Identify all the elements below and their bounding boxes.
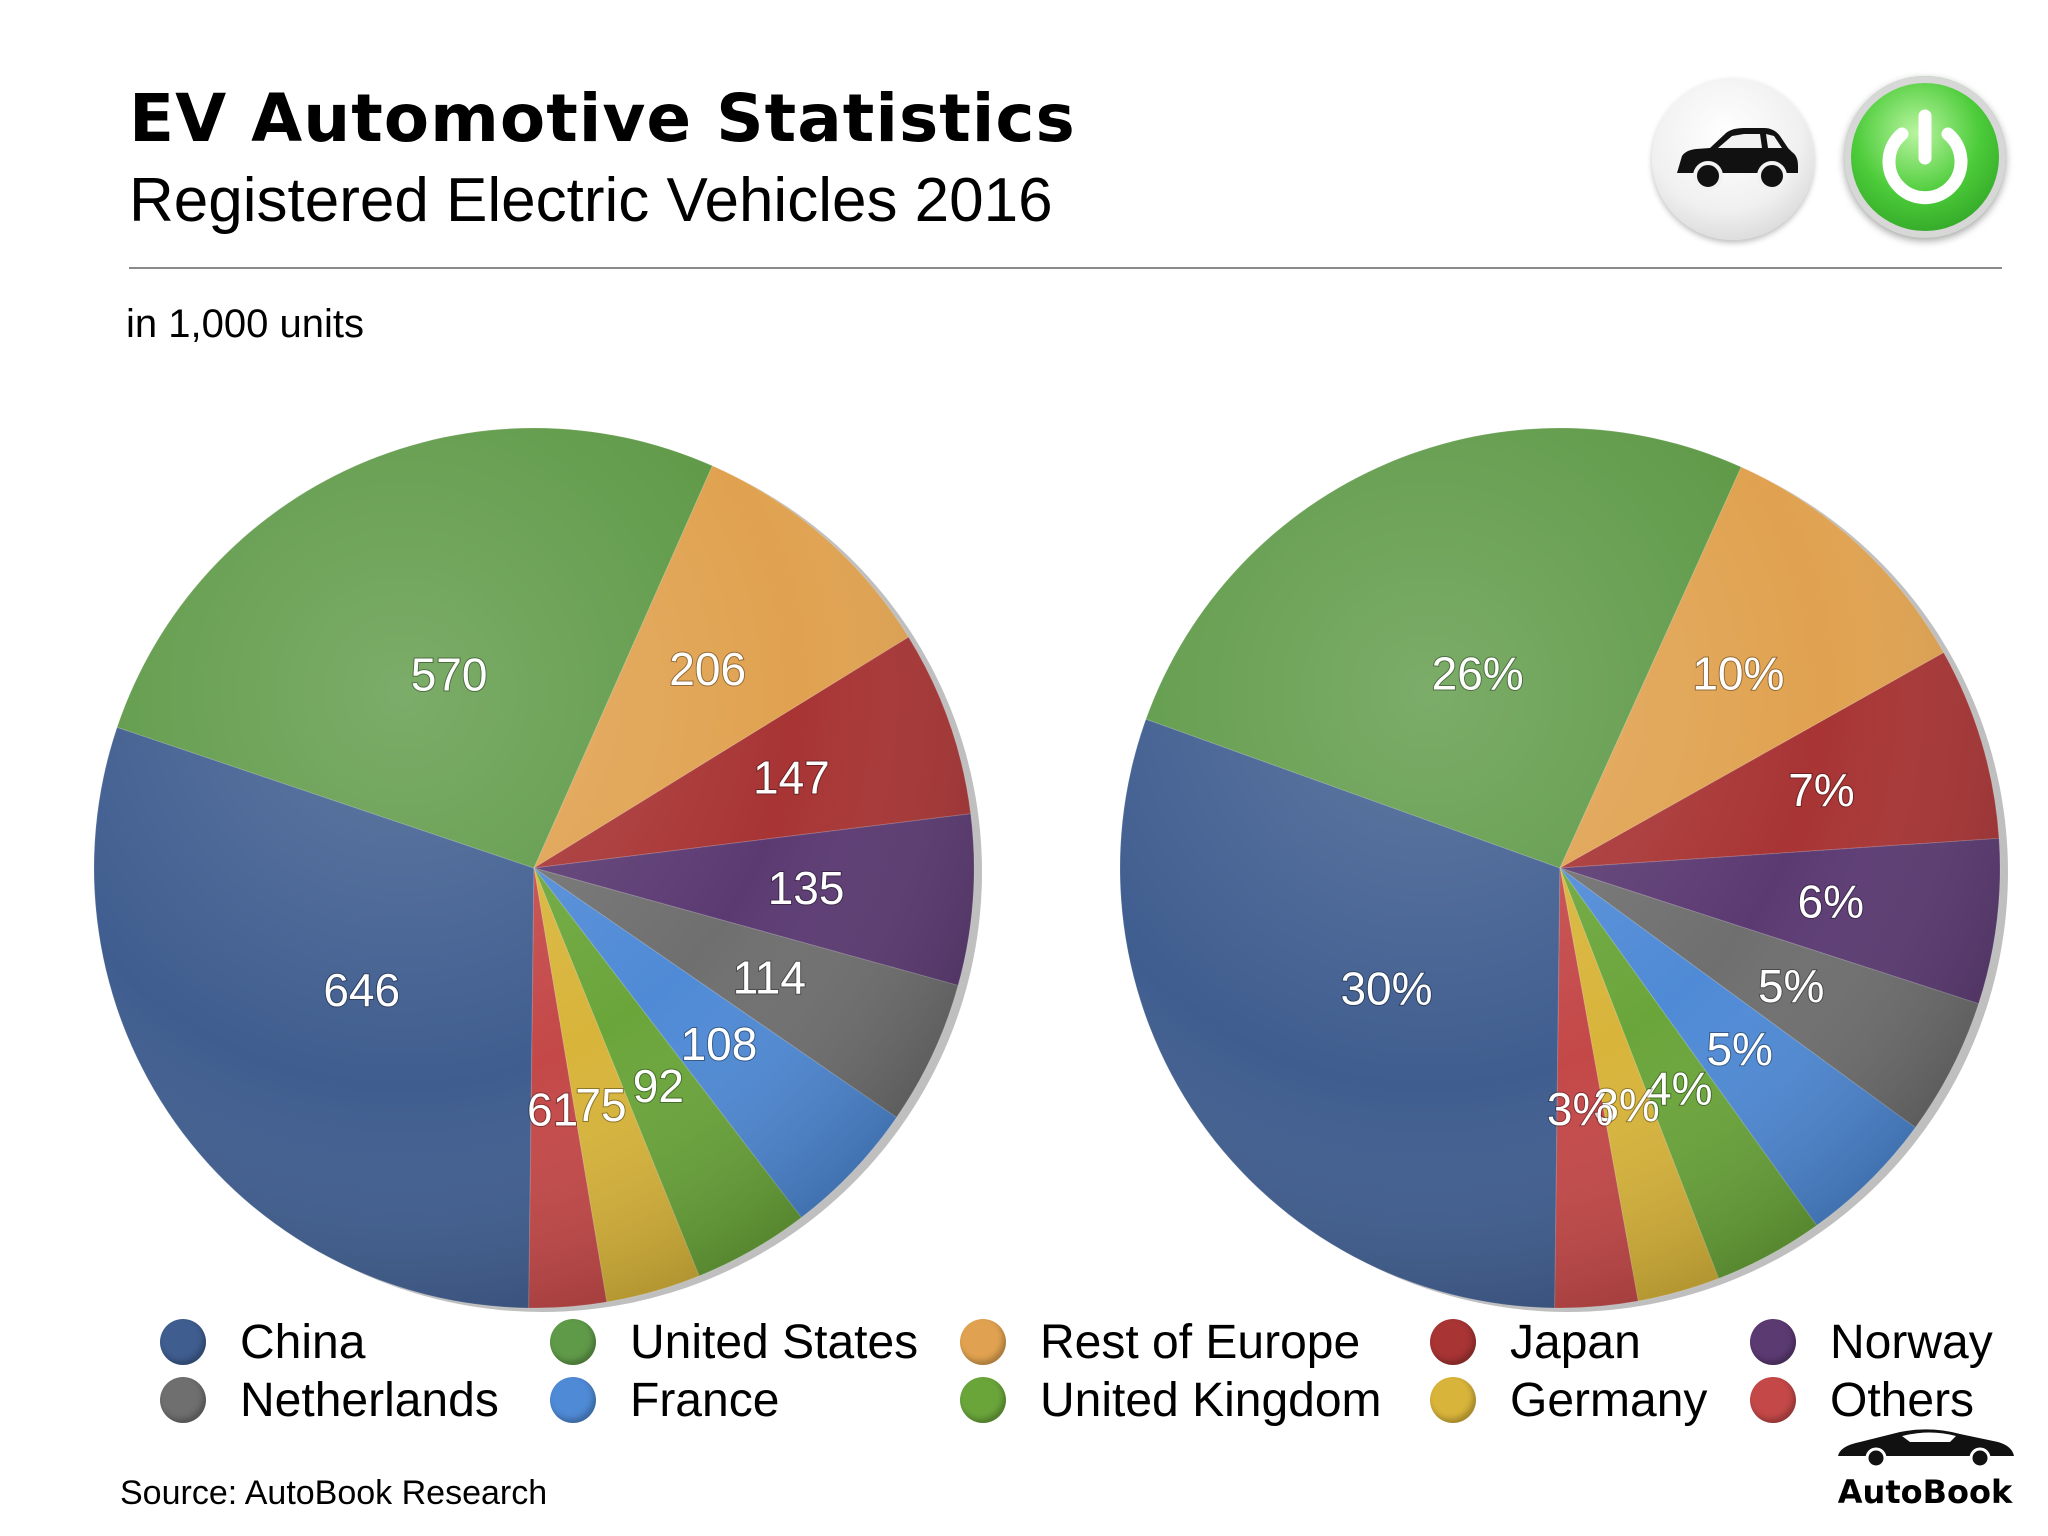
legend-item-united-states: United States [550, 1313, 918, 1371]
legend-item-others: Others [1750, 1371, 1974, 1429]
legend-label: United Kingdom [1040, 1373, 1382, 1427]
data-label-netherlands: 5% [1758, 960, 1824, 1012]
pie-gloss [94, 428, 974, 1308]
legend-item-netherlands: Netherlands [160, 1371, 499, 1429]
legend-swatch [160, 1319, 206, 1365]
data-label-united-kingdom: 4% [1646, 1063, 1712, 1115]
units-note: in 1,000 units [126, 302, 364, 346]
legend-item-china: China [160, 1313, 365, 1371]
legend-item-germany: Germany [1430, 1371, 1707, 1429]
brand-name: AutoBook [1837, 1473, 2013, 1511]
data-label-germany: 3% [1593, 1079, 1659, 1131]
data-label-france: 108 [681, 1018, 758, 1070]
data-label-rest-of-europe: 10% [1692, 647, 1784, 699]
data-label-china: 30% [1340, 962, 1432, 1014]
sports-car-icon [1838, 1429, 2014, 1469]
data-label-france: 5% [1706, 1023, 1772, 1075]
source-note: Source: AutoBook Research [120, 1474, 548, 1512]
data-label-others: 3% [1547, 1083, 1613, 1135]
legend-label: France [630, 1373, 780, 1427]
car-icon [1652, 78, 1814, 240]
data-label-united-states: 570 [411, 649, 488, 701]
data-label-norway: 135 [768, 862, 845, 914]
legend-label: Others [1830, 1373, 1975, 1427]
header-divider [129, 267, 2002, 269]
page-title: EV Automotive Statistics [129, 80, 1076, 157]
legend-label: United States [630, 1315, 919, 1369]
legend-item-united-kingdom: United Kingdom [960, 1371, 1382, 1429]
data-label-others: 61 [527, 1083, 578, 1135]
legend-swatch [1750, 1377, 1796, 1423]
legend-swatch [1750, 1319, 1796, 1365]
pie-chart-percent: 30%26% 10%7%6%5%5%4%3%3% [1119, 427, 2008, 1312]
legend-swatch [550, 1319, 596, 1365]
legend-item-japan: Japan [1430, 1313, 1641, 1371]
legend-item-rest-of-europe: Rest of Europe [960, 1313, 1360, 1371]
legend-swatch [960, 1319, 1006, 1365]
legend-label: Germany [1510, 1373, 1708, 1427]
pie-gloss [1120, 428, 2000, 1308]
data-label-netherlands: 114 [733, 952, 806, 1004]
data-label-japan: 7% [1788, 764, 1854, 816]
legend-label: Norway [1830, 1315, 1993, 1369]
data-label-united-states: 26% [1432, 648, 1524, 700]
legend-label: China [240, 1315, 366, 1369]
legend-swatch [1430, 1319, 1476, 1365]
power-icon [1844, 76, 2006, 238]
legend-swatch [160, 1377, 206, 1423]
legend-swatch [960, 1377, 1006, 1423]
legend-swatch [550, 1377, 596, 1423]
legend-label: Netherlands [240, 1373, 499, 1427]
page-subtitle: Registered Electric Vehicles 2016 [129, 166, 1053, 235]
brand-logo: AutoBook [1830, 1420, 2020, 1511]
data-label-norway: 6% [1797, 875, 1863, 927]
data-label-united-kingdom: 92 [633, 1060, 684, 1112]
data-label-rest-of-europe: 206 [669, 643, 746, 695]
data-label-japan: 147 [753, 752, 830, 804]
legend-label: Rest of Europe [1040, 1315, 1361, 1369]
legend-label: Japan [1510, 1315, 1641, 1369]
legend-swatch [1430, 1377, 1476, 1423]
data-label-germany: 75 [575, 1079, 626, 1131]
legend-item-france: France [550, 1371, 779, 1429]
data-label-china: 646 [323, 964, 400, 1016]
legend-item-norway: Norway [1750, 1313, 1993, 1371]
